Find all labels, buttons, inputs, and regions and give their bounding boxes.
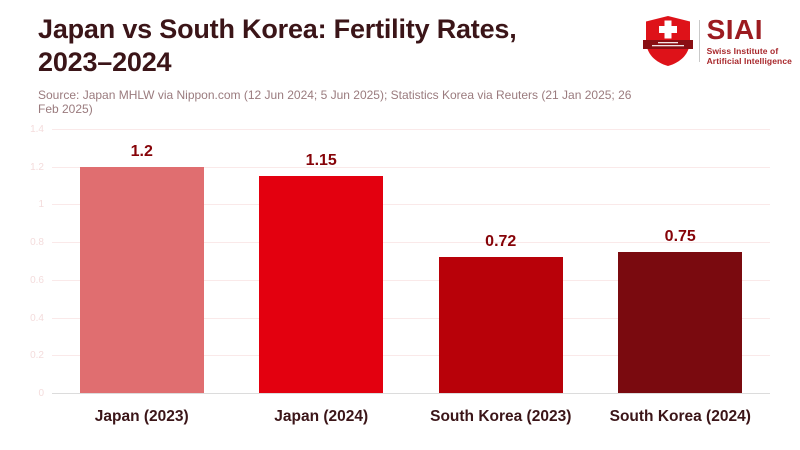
bar-value-label: 1.15 xyxy=(305,152,337,170)
x-category-label: Japan (2024) xyxy=(274,408,369,425)
title-line-2: 2023–2024 xyxy=(38,47,172,77)
y-tick-label: 1.2 xyxy=(30,161,44,173)
y-tick-label: 0 xyxy=(38,388,44,399)
gridline xyxy=(52,355,770,357)
logo-subtitle-line-2: Artificial Intelligence xyxy=(706,56,792,66)
y-tick-label: 1.4 xyxy=(30,124,44,135)
y-tick-label: 0.2 xyxy=(30,350,44,362)
x-axis: Japan (2023) Japan (2024) South Korea (202… xyxy=(52,401,770,433)
x-category-label: Japan (2023) xyxy=(94,408,189,425)
y-tick-label: 1 xyxy=(38,199,44,211)
logo-subtitle: Swiss Institute of Artificial Intelligen… xyxy=(707,46,792,66)
bar-value-label: 0.75 xyxy=(664,227,696,245)
page-title: Japan vs South Korea: Fertility Rates, 2… xyxy=(38,13,638,79)
siai-logo: SIAI Swiss Institute of Artificial Intel… xyxy=(642,13,792,67)
chart-header: Japan vs South Korea: Fertility Rates, 2… xyxy=(38,13,638,116)
logo-subtitle-line-1: Swiss Institute of xyxy=(706,45,779,56)
gridline xyxy=(52,204,770,206)
gridline xyxy=(52,317,770,319)
swiss-shield-icon xyxy=(642,16,693,66)
x-category-label: South Korea (2023) xyxy=(430,408,572,425)
y-tick-label: 0.6 xyxy=(30,274,44,286)
y-tick-label: 0.4 xyxy=(30,312,44,324)
gridline xyxy=(52,129,770,130)
source-note: Source: Japan MHLW via Nippon.com (12 Ju… xyxy=(38,88,632,116)
title-line-1: Japan vs South Korea: Fertility Rates, xyxy=(38,14,517,44)
bar-value-label: 1.2 xyxy=(130,142,153,160)
gridline xyxy=(52,279,770,281)
bar-value-label: 0.72 xyxy=(485,233,517,251)
logo-divider xyxy=(698,20,700,62)
x-category-label: South Korea (2024) xyxy=(609,408,751,425)
gridline xyxy=(52,166,770,168)
bar-japan-2023- xyxy=(79,166,204,393)
y-tick-label: 0.8 xyxy=(30,237,44,249)
y-axis: 0 0.2 0.4 0.6 0.8 1 1.2 1.4 xyxy=(0,125,44,399)
gridline xyxy=(52,242,770,244)
x-axis-baseline xyxy=(52,393,770,394)
bar-south-korea-2023- xyxy=(438,257,563,393)
logo-text: SIAI Swiss Institute of Artificial Intel… xyxy=(706,13,792,66)
plot-area: 1.2 1.15 0.72 0.75 xyxy=(52,129,770,394)
bar-south-korea-2024- xyxy=(618,251,743,393)
logo-acronym: SIAI xyxy=(706,13,764,45)
bar-japan-2024- xyxy=(259,176,384,393)
